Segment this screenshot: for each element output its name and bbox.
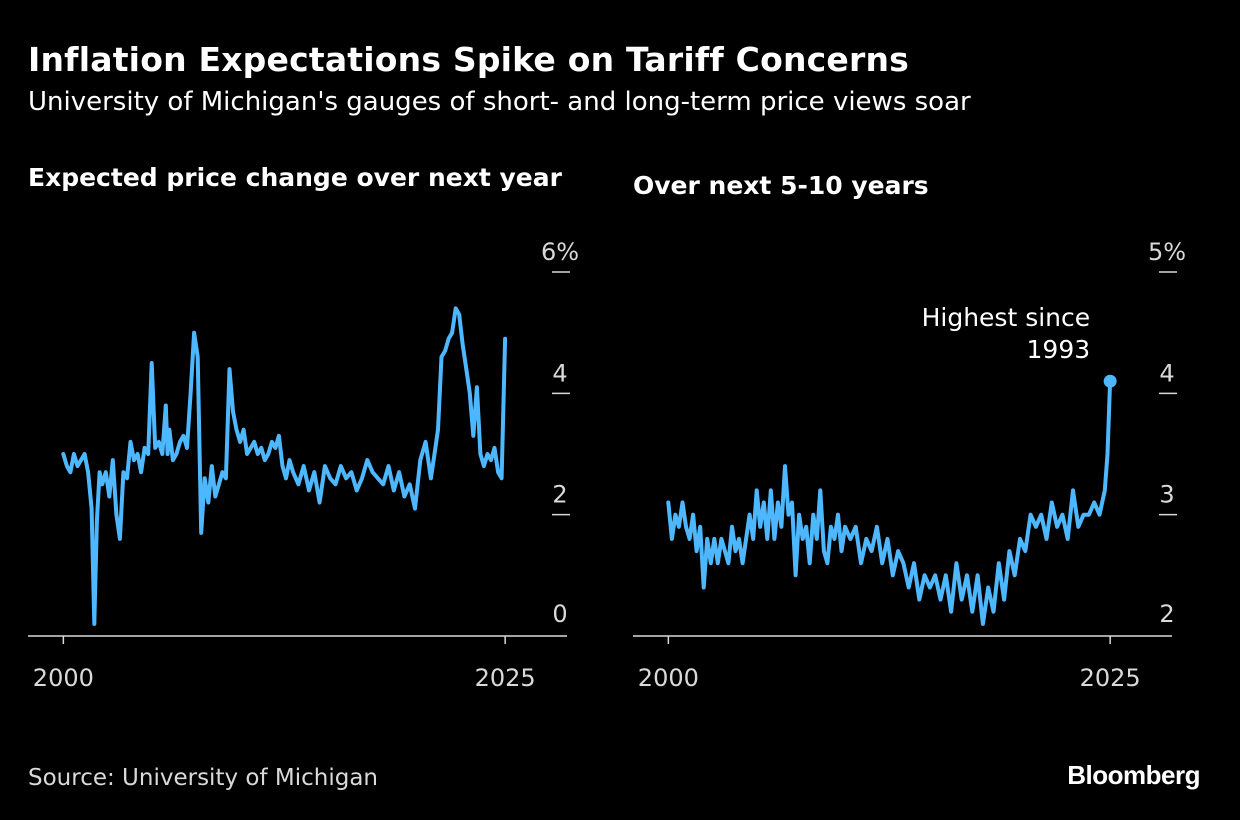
left-panel-title: Expected price change over next year <box>28 163 562 192</box>
x-tick-label-2025: 2025 <box>1080 664 1141 692</box>
right-panel-title: Over next 5-10 years <box>633 171 929 200</box>
left-panel-chart: 2000 2025 0 2 4 6% <box>28 238 579 692</box>
y-tick-label-4: 4 <box>552 359 567 387</box>
y-tick-label-5: 5% <box>1148 238 1186 266</box>
y-tick-label-4: 4 <box>1159 359 1174 387</box>
y-tick-label-3: 3 <box>1159 481 1174 509</box>
y-tick-label-6: 6% <box>541 238 579 266</box>
y-tick-label-2: 2 <box>552 481 567 509</box>
bloomberg-logo: Bloomberg <box>1067 760 1200 790</box>
right-panel-chart: 2000 2025 2 3 4 5% Highest since 1993 <box>633 238 1186 692</box>
series-line-0 <box>666 379 1113 626</box>
annotation-marker <box>1103 374 1117 388</box>
x-tick-label-2000: 2000 <box>638 664 699 692</box>
source-note: Source: University of Michigan <box>28 765 378 791</box>
series-line-0 <box>61 306 508 626</box>
chart-title: Inflation Expectations Spike on Tariff C… <box>28 40 909 79</box>
y-tick-label-2: 2 <box>1159 600 1174 628</box>
chart-subtitle: University of Michigan's gauges of short… <box>28 87 971 117</box>
annotation-line-0: Highest since <box>922 303 1091 332</box>
annotation-label: Highest since 1993 <box>922 303 1091 364</box>
x-tick-label-2025: 2025 <box>475 664 536 692</box>
x-tick-label-2000: 2000 <box>33 664 94 692</box>
y-tick-label-0: 0 <box>552 600 567 628</box>
annotation-line-1: 1993 <box>1027 335 1091 364</box>
